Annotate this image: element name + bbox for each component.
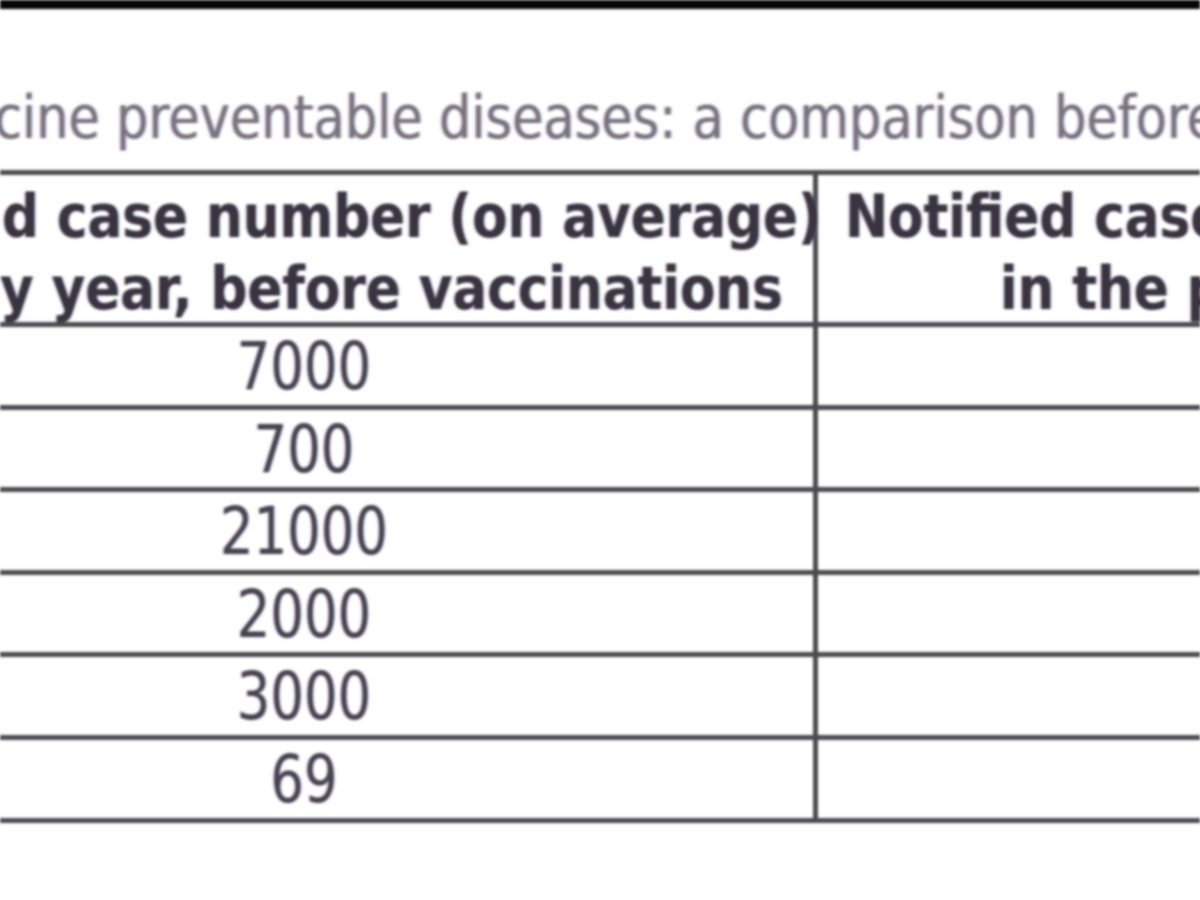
table-border-top (0, 170, 1200, 175)
table-row-value-col2 (822, 492, 1200, 570)
table-border-row1 (0, 405, 1200, 410)
table-border-row5 (0, 735, 1200, 740)
table-row-value-col2 (822, 740, 1200, 818)
table-row-value: 3000 (236, 657, 372, 735)
table-row-value: 21000 (220, 492, 388, 570)
table-row-value-col2 (822, 575, 1200, 653)
table-row-value: 2000 (236, 575, 372, 653)
table-row-value: 7000 (236, 327, 372, 405)
worksheet-title: cine preventable diseases: a comparison … (0, 83, 1200, 153)
table-row-value-col2 (822, 657, 1200, 735)
table-row-value-col2 (822, 410, 1200, 488)
table-border-row3 (0, 570, 1200, 575)
table-row-value: 69 (270, 740, 338, 818)
table-border-header-bottom (0, 322, 1200, 327)
col1-header-line2: y year, before vaccinations (0, 254, 783, 324)
col2-header-line1: Notified case (845, 182, 1200, 252)
table-row-value-col2 (822, 327, 1200, 405)
table-border-row4 (0, 652, 1200, 657)
col1-header-line1: d case number (on average) (2, 182, 822, 252)
table-border-bottom (0, 818, 1200, 823)
col2-header-line2: in the p (1000, 254, 1200, 324)
table-row-value: 700 (253, 410, 355, 488)
table-border-row2 (0, 487, 1200, 492)
table-column-divider (813, 170, 818, 823)
top-black-bar (0, 0, 1200, 9)
